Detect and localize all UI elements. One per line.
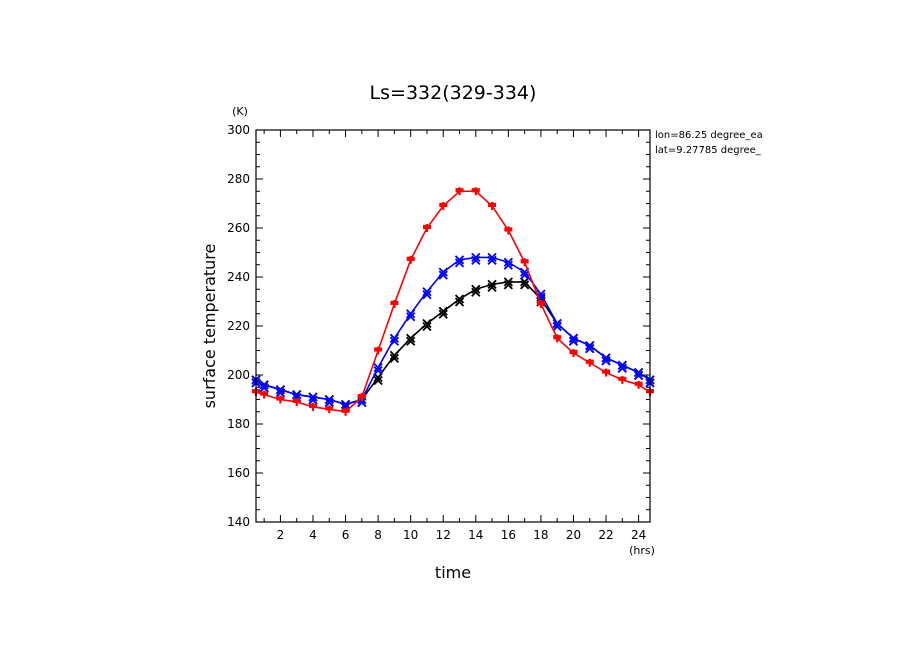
y-unit-label: (K) xyxy=(232,105,248,118)
data-point xyxy=(373,372,383,386)
data-point xyxy=(487,252,497,266)
data-point xyxy=(308,392,318,405)
data-point xyxy=(634,380,643,389)
data-point xyxy=(568,333,579,346)
data-point xyxy=(308,402,317,411)
y-tick-label: 200 xyxy=(227,368,250,382)
data-point xyxy=(488,201,497,210)
data-point xyxy=(390,299,399,308)
plot-frame xyxy=(255,129,651,523)
data-point xyxy=(503,257,513,270)
data-point xyxy=(569,348,578,357)
x-tick-label: 24 xyxy=(631,528,646,542)
data-point xyxy=(601,353,611,366)
y-axis-label: surface temperature xyxy=(200,244,219,409)
y-tick-label: 240 xyxy=(227,270,250,284)
data-point xyxy=(341,407,350,416)
data-point xyxy=(439,201,448,210)
data-point xyxy=(325,405,334,414)
y-tick-label: 220 xyxy=(227,319,250,333)
data-point xyxy=(487,279,497,292)
data-point xyxy=(504,226,513,235)
x-unit-label: (hrs) xyxy=(629,544,655,557)
data-point xyxy=(259,380,269,393)
series-0 xyxy=(252,187,654,416)
data-point xyxy=(357,393,366,402)
x-tick-label: 10 xyxy=(403,528,418,542)
data-point xyxy=(553,334,562,343)
data-point xyxy=(292,397,301,406)
data-point xyxy=(454,294,465,307)
x-axis-label: time xyxy=(435,563,471,582)
data-point xyxy=(389,333,400,346)
x-tick-label: 22 xyxy=(598,528,613,542)
data-point xyxy=(471,284,481,297)
data-point xyxy=(633,367,644,381)
axis-ticks xyxy=(256,129,650,523)
data-point xyxy=(519,277,530,290)
data-point xyxy=(406,255,415,264)
y-tick-label: 140 xyxy=(227,515,250,529)
data-point xyxy=(406,333,416,346)
data-point xyxy=(471,252,481,266)
data-point xyxy=(276,395,285,404)
data-point xyxy=(389,350,400,364)
chart-title: Ls=332(329-334) xyxy=(370,82,537,104)
y-tick-label: 160 xyxy=(227,466,250,480)
x-tick-label: 20 xyxy=(566,528,581,542)
data-point xyxy=(454,255,465,268)
data-point xyxy=(422,318,432,332)
data-point xyxy=(438,267,448,280)
x-tick-label: 4 xyxy=(309,528,317,542)
x-tick-label: 14 xyxy=(468,528,483,542)
data-point xyxy=(438,306,448,319)
data-point xyxy=(324,394,334,408)
tick-labels: 2 4 6 8 10 12 14 16 18 20 22 2414016018020022024026… xyxy=(227,123,646,542)
data-point xyxy=(585,358,594,367)
x-tick-label: 18 xyxy=(533,528,548,542)
data-point xyxy=(552,318,562,332)
y-tick-label: 260 xyxy=(227,221,250,235)
data-point xyxy=(471,187,480,196)
x-tick-label: 16 xyxy=(501,528,516,542)
data-point xyxy=(602,368,611,377)
data-point xyxy=(260,390,269,399)
longitude-annotation: lon=86.25 degree_ea xyxy=(655,130,763,141)
y-tick-label: 300 xyxy=(227,123,250,137)
data-point xyxy=(275,385,286,398)
data-point xyxy=(536,299,545,308)
data-point xyxy=(373,363,383,376)
x-tick-label: 8 xyxy=(374,528,382,542)
data-point xyxy=(422,287,432,300)
x-tick-label: 12 xyxy=(436,528,451,542)
data-point xyxy=(422,224,431,232)
data-point xyxy=(374,346,383,355)
y-tick-label: 280 xyxy=(227,172,250,186)
data-point xyxy=(617,360,627,373)
data-point xyxy=(455,187,464,196)
data-point xyxy=(406,309,416,322)
latitude-annotation: lat=9.27785 degree_ xyxy=(655,145,762,156)
data-point xyxy=(585,340,595,354)
data-point xyxy=(503,277,513,290)
data-point xyxy=(520,258,529,267)
x-tick-label: 6 xyxy=(342,528,350,542)
x-tick-label: 2 xyxy=(277,528,285,542)
data-point xyxy=(618,375,627,384)
y-tick-label: 180 xyxy=(227,417,250,431)
